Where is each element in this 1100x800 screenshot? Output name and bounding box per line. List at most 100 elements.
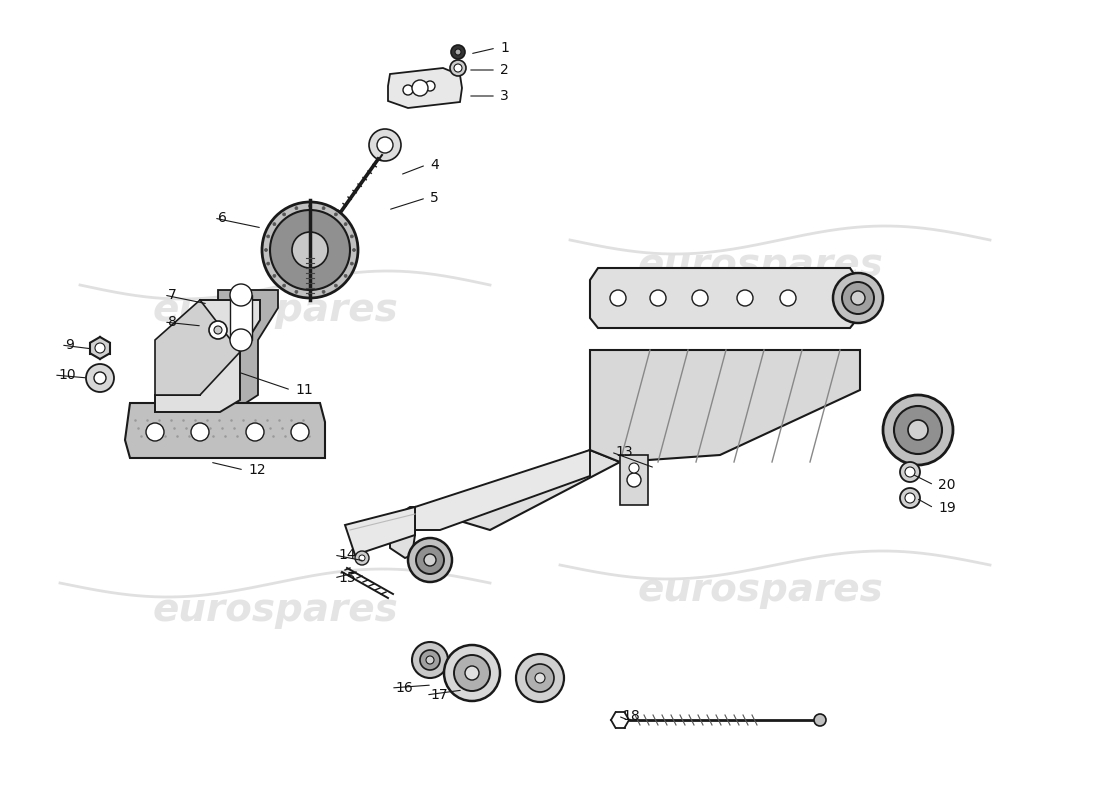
Circle shape (246, 423, 264, 441)
Circle shape (209, 321, 227, 339)
Polygon shape (155, 300, 260, 412)
Circle shape (425, 81, 435, 91)
Circle shape (334, 213, 338, 216)
Text: 5: 5 (430, 191, 439, 205)
Circle shape (86, 364, 114, 392)
Text: 16: 16 (395, 681, 412, 695)
Circle shape (412, 642, 448, 678)
Circle shape (894, 406, 942, 454)
Circle shape (292, 232, 328, 268)
Polygon shape (155, 300, 240, 395)
Polygon shape (390, 507, 415, 558)
Polygon shape (440, 450, 620, 530)
Text: 10: 10 (58, 368, 76, 382)
Text: 9: 9 (65, 338, 74, 352)
Circle shape (308, 205, 311, 207)
Circle shape (283, 284, 286, 287)
Circle shape (322, 290, 326, 294)
Circle shape (292, 423, 309, 441)
Circle shape (451, 45, 465, 59)
Circle shape (420, 650, 440, 670)
Text: eurospares: eurospares (637, 246, 883, 284)
Circle shape (214, 326, 222, 334)
Circle shape (851, 291, 865, 305)
Circle shape (650, 290, 666, 306)
Circle shape (908, 420, 928, 440)
Circle shape (377, 137, 393, 153)
Circle shape (403, 85, 412, 95)
Circle shape (262, 202, 358, 298)
Circle shape (454, 64, 462, 72)
Circle shape (368, 129, 402, 161)
Circle shape (905, 467, 915, 477)
Text: 17: 17 (430, 688, 448, 702)
Circle shape (780, 290, 796, 306)
Text: 3: 3 (500, 89, 508, 103)
Circle shape (883, 395, 953, 465)
Circle shape (352, 249, 355, 251)
Circle shape (350, 235, 353, 238)
Circle shape (273, 222, 276, 226)
Polygon shape (125, 403, 324, 458)
Circle shape (426, 656, 434, 664)
Circle shape (610, 290, 626, 306)
Text: 19: 19 (938, 501, 956, 515)
Circle shape (535, 673, 544, 683)
Circle shape (273, 274, 276, 278)
Text: 15: 15 (338, 571, 355, 585)
Text: 14: 14 (338, 548, 355, 562)
Circle shape (266, 262, 270, 265)
Circle shape (266, 235, 270, 238)
Circle shape (359, 555, 365, 561)
Circle shape (629, 463, 639, 473)
Polygon shape (620, 455, 648, 505)
Circle shape (424, 554, 436, 566)
Circle shape (814, 714, 826, 726)
Polygon shape (218, 290, 278, 408)
Circle shape (191, 423, 209, 441)
Circle shape (355, 551, 368, 565)
Circle shape (94, 372, 106, 384)
Circle shape (146, 423, 164, 441)
Circle shape (516, 654, 564, 702)
Circle shape (344, 222, 348, 226)
Polygon shape (590, 350, 860, 462)
Circle shape (270, 210, 350, 290)
Circle shape (455, 49, 461, 55)
Text: 11: 11 (295, 383, 312, 397)
Polygon shape (388, 68, 462, 108)
Text: 12: 12 (248, 463, 265, 477)
Text: 18: 18 (621, 709, 640, 723)
Circle shape (692, 290, 708, 306)
Circle shape (283, 213, 286, 216)
Text: eurospares: eurospares (637, 571, 883, 609)
Circle shape (95, 343, 104, 353)
Circle shape (334, 284, 338, 287)
Circle shape (308, 293, 311, 295)
Circle shape (230, 329, 252, 351)
Polygon shape (415, 450, 590, 530)
Circle shape (412, 80, 428, 96)
Circle shape (737, 290, 754, 306)
Circle shape (833, 273, 883, 323)
Polygon shape (90, 337, 110, 359)
Polygon shape (590, 268, 858, 328)
Circle shape (465, 666, 478, 680)
Text: eurospares: eurospares (152, 591, 398, 629)
Circle shape (322, 206, 326, 210)
Circle shape (454, 655, 490, 691)
Circle shape (450, 60, 466, 76)
Text: 20: 20 (938, 478, 956, 492)
Circle shape (264, 249, 267, 251)
Circle shape (295, 206, 298, 210)
Circle shape (627, 473, 641, 487)
Text: 1: 1 (500, 41, 509, 55)
Text: 2: 2 (500, 63, 508, 77)
Circle shape (344, 274, 348, 278)
Circle shape (408, 538, 452, 582)
Text: 6: 6 (218, 211, 227, 225)
Circle shape (900, 488, 920, 508)
Circle shape (444, 645, 500, 701)
Text: 4: 4 (430, 158, 439, 172)
Circle shape (900, 462, 920, 482)
